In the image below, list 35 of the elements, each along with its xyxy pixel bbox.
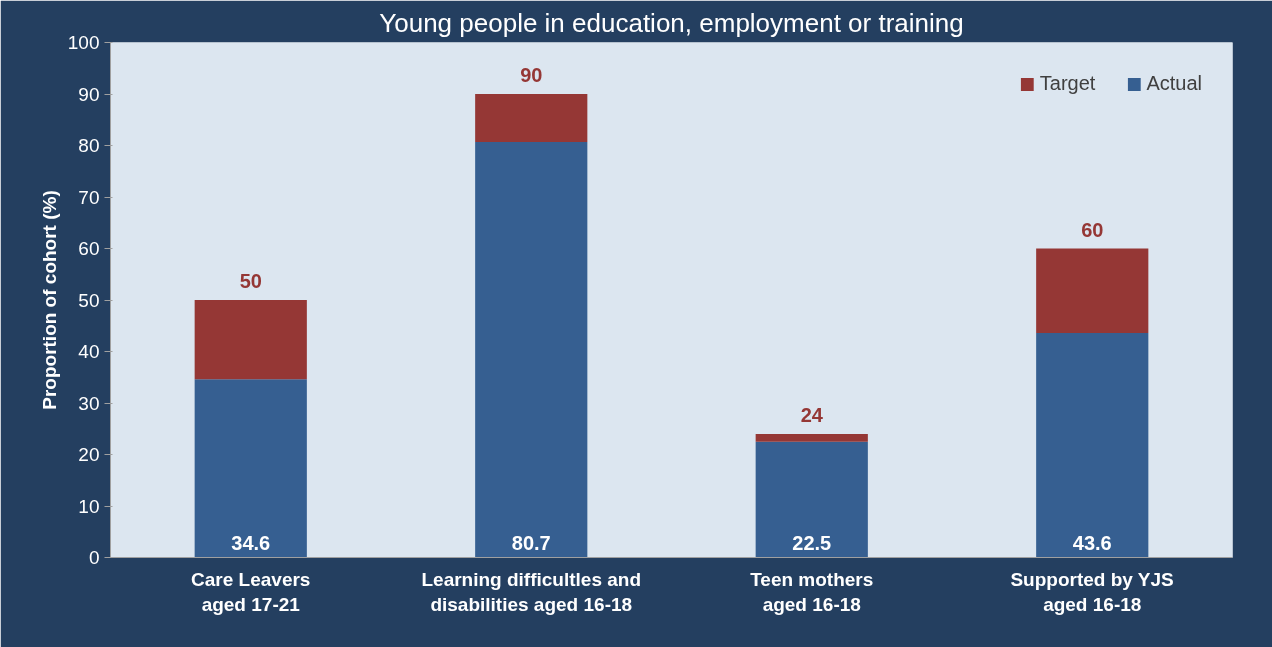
bar [475,94,588,142]
total-label: 24 [800,403,824,426]
y-tick-label: 80 [78,135,100,156]
x-tick-label: Learning difficultles and disabilities aged 16-18 [421,568,642,615]
y-tick-label: 0 [88,547,100,568]
bar [1036,248,1149,333]
data-label: 80.7 [511,531,551,554]
x-tick-label: Teen mothers aged 16-18 [750,568,874,615]
y-tick-label: 30 [78,392,100,414]
data-label: 34.6 [231,531,271,554]
data-label: 43.6 [1072,531,1112,554]
legend-label: Target [1039,72,1096,95]
x-tick-label: Supported by YJS aged 16-18 [1010,568,1174,615]
y-axis-title: Proportion of cohort (%) [38,190,60,410]
y-tick-label: 20 [78,444,100,465]
y-tick-label: 70 [78,186,100,208]
chart-title: Young people in education, employment or training [379,7,964,38]
y-tick-label: 10 [78,495,100,517]
y-tick-label: 40 [78,341,100,362]
total-label: 50 [239,270,262,292]
bar [755,433,868,442]
legend-label: Actual [1146,72,1202,95]
y-tick-label: 50 [78,289,100,311]
bar [755,441,868,558]
y-tick-label: 100 [67,32,100,53]
total-label: 90 [520,64,543,86]
bar [194,379,307,558]
bar [194,300,307,380]
data-label: 22.5 [792,531,832,554]
bar [475,141,588,558]
y-tick-label: 90 [78,83,100,105]
bar [1036,332,1149,558]
x-tick-label: Care Leavers aged 17-21 [191,568,311,615]
total-label: 60 [1081,218,1104,241]
y-tick-label: 60 [78,238,100,259]
